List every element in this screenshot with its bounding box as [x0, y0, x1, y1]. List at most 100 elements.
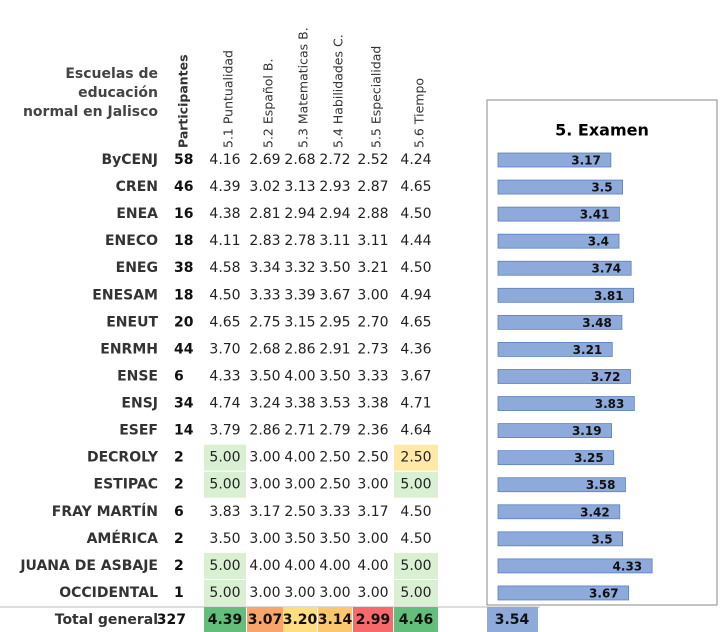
score: 3.50 [319, 531, 350, 547]
score: 2.93 [319, 179, 350, 195]
participants: 16 [174, 206, 193, 222]
cell-highlight [394, 444, 438, 471]
score: 4.71 [400, 396, 431, 412]
score: 3.17 [357, 504, 388, 520]
exam-bar [497, 531, 623, 547]
exam-label: 3.83 [595, 397, 625, 411]
exam-label: 3.5 [591, 532, 612, 546]
score: 2.91 [319, 341, 350, 357]
school-header: normal en Jalisco [23, 104, 158, 120]
score: 3.00 [284, 585, 315, 601]
exam-label: 3.81 [594, 289, 624, 303]
score: 3.67 [400, 368, 431, 384]
exam-bar [497, 342, 613, 357]
participants: 2 [174, 558, 184, 574]
school-name: ENSJ [121, 396, 158, 412]
score: 3.11 [319, 233, 350, 249]
score: 3.17 [249, 504, 280, 520]
exam-bar [497, 504, 621, 520]
score: 4.00 [319, 558, 350, 574]
score: 3.79 [209, 423, 240, 439]
participants: 2 [174, 450, 184, 466]
exam-label: 3.5 [591, 181, 612, 195]
cell-highlight [204, 552, 246, 579]
participants: 2 [174, 477, 184, 493]
score: 3.33 [357, 368, 388, 384]
exam-bar [497, 423, 612, 439]
score: 3.70 [209, 341, 240, 357]
exam-label: 3.58 [586, 478, 616, 492]
exam-label: 4.33 [613, 559, 643, 573]
exam-bar [497, 287, 635, 303]
score: 2.99 [356, 612, 391, 628]
score: 3.14 [318, 612, 353, 628]
score: 4.58 [209, 260, 240, 276]
score: 3.00 [249, 477, 280, 493]
participants: 2 [174, 531, 184, 547]
exam-label: 3.25 [574, 451, 604, 465]
cell-highlight [353, 607, 393, 632]
score: 5.00 [400, 558, 431, 574]
score: 3.33 [319, 504, 350, 520]
score: 4.00 [284, 450, 315, 466]
score: 3.00 [357, 287, 388, 303]
school-header: educación [78, 85, 158, 101]
score: 2.88 [357, 206, 388, 222]
score: 3.38 [357, 396, 388, 412]
exam-bar [497, 477, 626, 493]
school-name: AMÉRICA [87, 530, 159, 547]
exam-label: 3.21 [573, 343, 603, 357]
cell-highlight [204, 579, 246, 606]
score: 3.00 [357, 531, 388, 547]
exam-label: 3.72 [591, 370, 621, 384]
score: 4.46 [399, 612, 434, 628]
score: 4.00 [249, 558, 280, 574]
score: 2.79 [319, 423, 350, 439]
exam-bar [497, 233, 620, 249]
column-header: 5.5 Especialidad [369, 46, 384, 148]
score: 2.73 [357, 341, 388, 357]
score: 3.32 [284, 260, 315, 276]
score: 4.50 [209, 287, 240, 303]
score: 3.00 [249, 450, 280, 466]
score: 2.68 [249, 341, 280, 357]
school-name: CREN [116, 179, 158, 195]
score: 3.00 [357, 585, 388, 601]
column-header: 5.3 Matematicas B. [296, 27, 311, 148]
exam-bar [497, 585, 630, 601]
score: 3.00 [357, 477, 388, 493]
score: 2.69 [249, 152, 280, 168]
score: 3.20 [283, 612, 318, 628]
exam-label: 3.41 [580, 208, 610, 222]
score: 3.50 [284, 531, 315, 547]
score: 4.39 [208, 612, 243, 628]
exam-label: 3.74 [592, 262, 622, 276]
school-name: ENEUT [106, 314, 158, 330]
score: 4.50 [400, 206, 431, 222]
exam-cell [487, 607, 538, 632]
score: 3.53 [319, 396, 350, 412]
exam-label: 3.48 [582, 316, 612, 330]
school-name: ESEF [119, 423, 158, 439]
school-name: ByCENJ [101, 152, 158, 168]
column-header: 5.1 Puntualidad [221, 50, 236, 148]
score: 4.65 [209, 314, 240, 330]
score: 5.00 [209, 450, 240, 466]
score: 2.86 [284, 341, 315, 357]
score: 4.11 [209, 233, 240, 249]
cell-highlight [204, 444, 246, 471]
participants: 34 [174, 396, 194, 412]
participants: 38 [174, 260, 193, 276]
score: 3.24 [249, 396, 280, 412]
score: 4.00 [357, 558, 388, 574]
participants: 1 [174, 585, 184, 601]
column-header: 5.4 Habilidades C. [331, 34, 346, 148]
column-header: 5.6 Tiempo [412, 78, 427, 148]
cell-highlight [394, 607, 438, 632]
exam-bar [497, 558, 653, 574]
score: 3.38 [284, 396, 315, 412]
score: 3.15 [284, 314, 315, 330]
score: 5.00 [400, 477, 431, 493]
cell-highlight [247, 607, 283, 632]
